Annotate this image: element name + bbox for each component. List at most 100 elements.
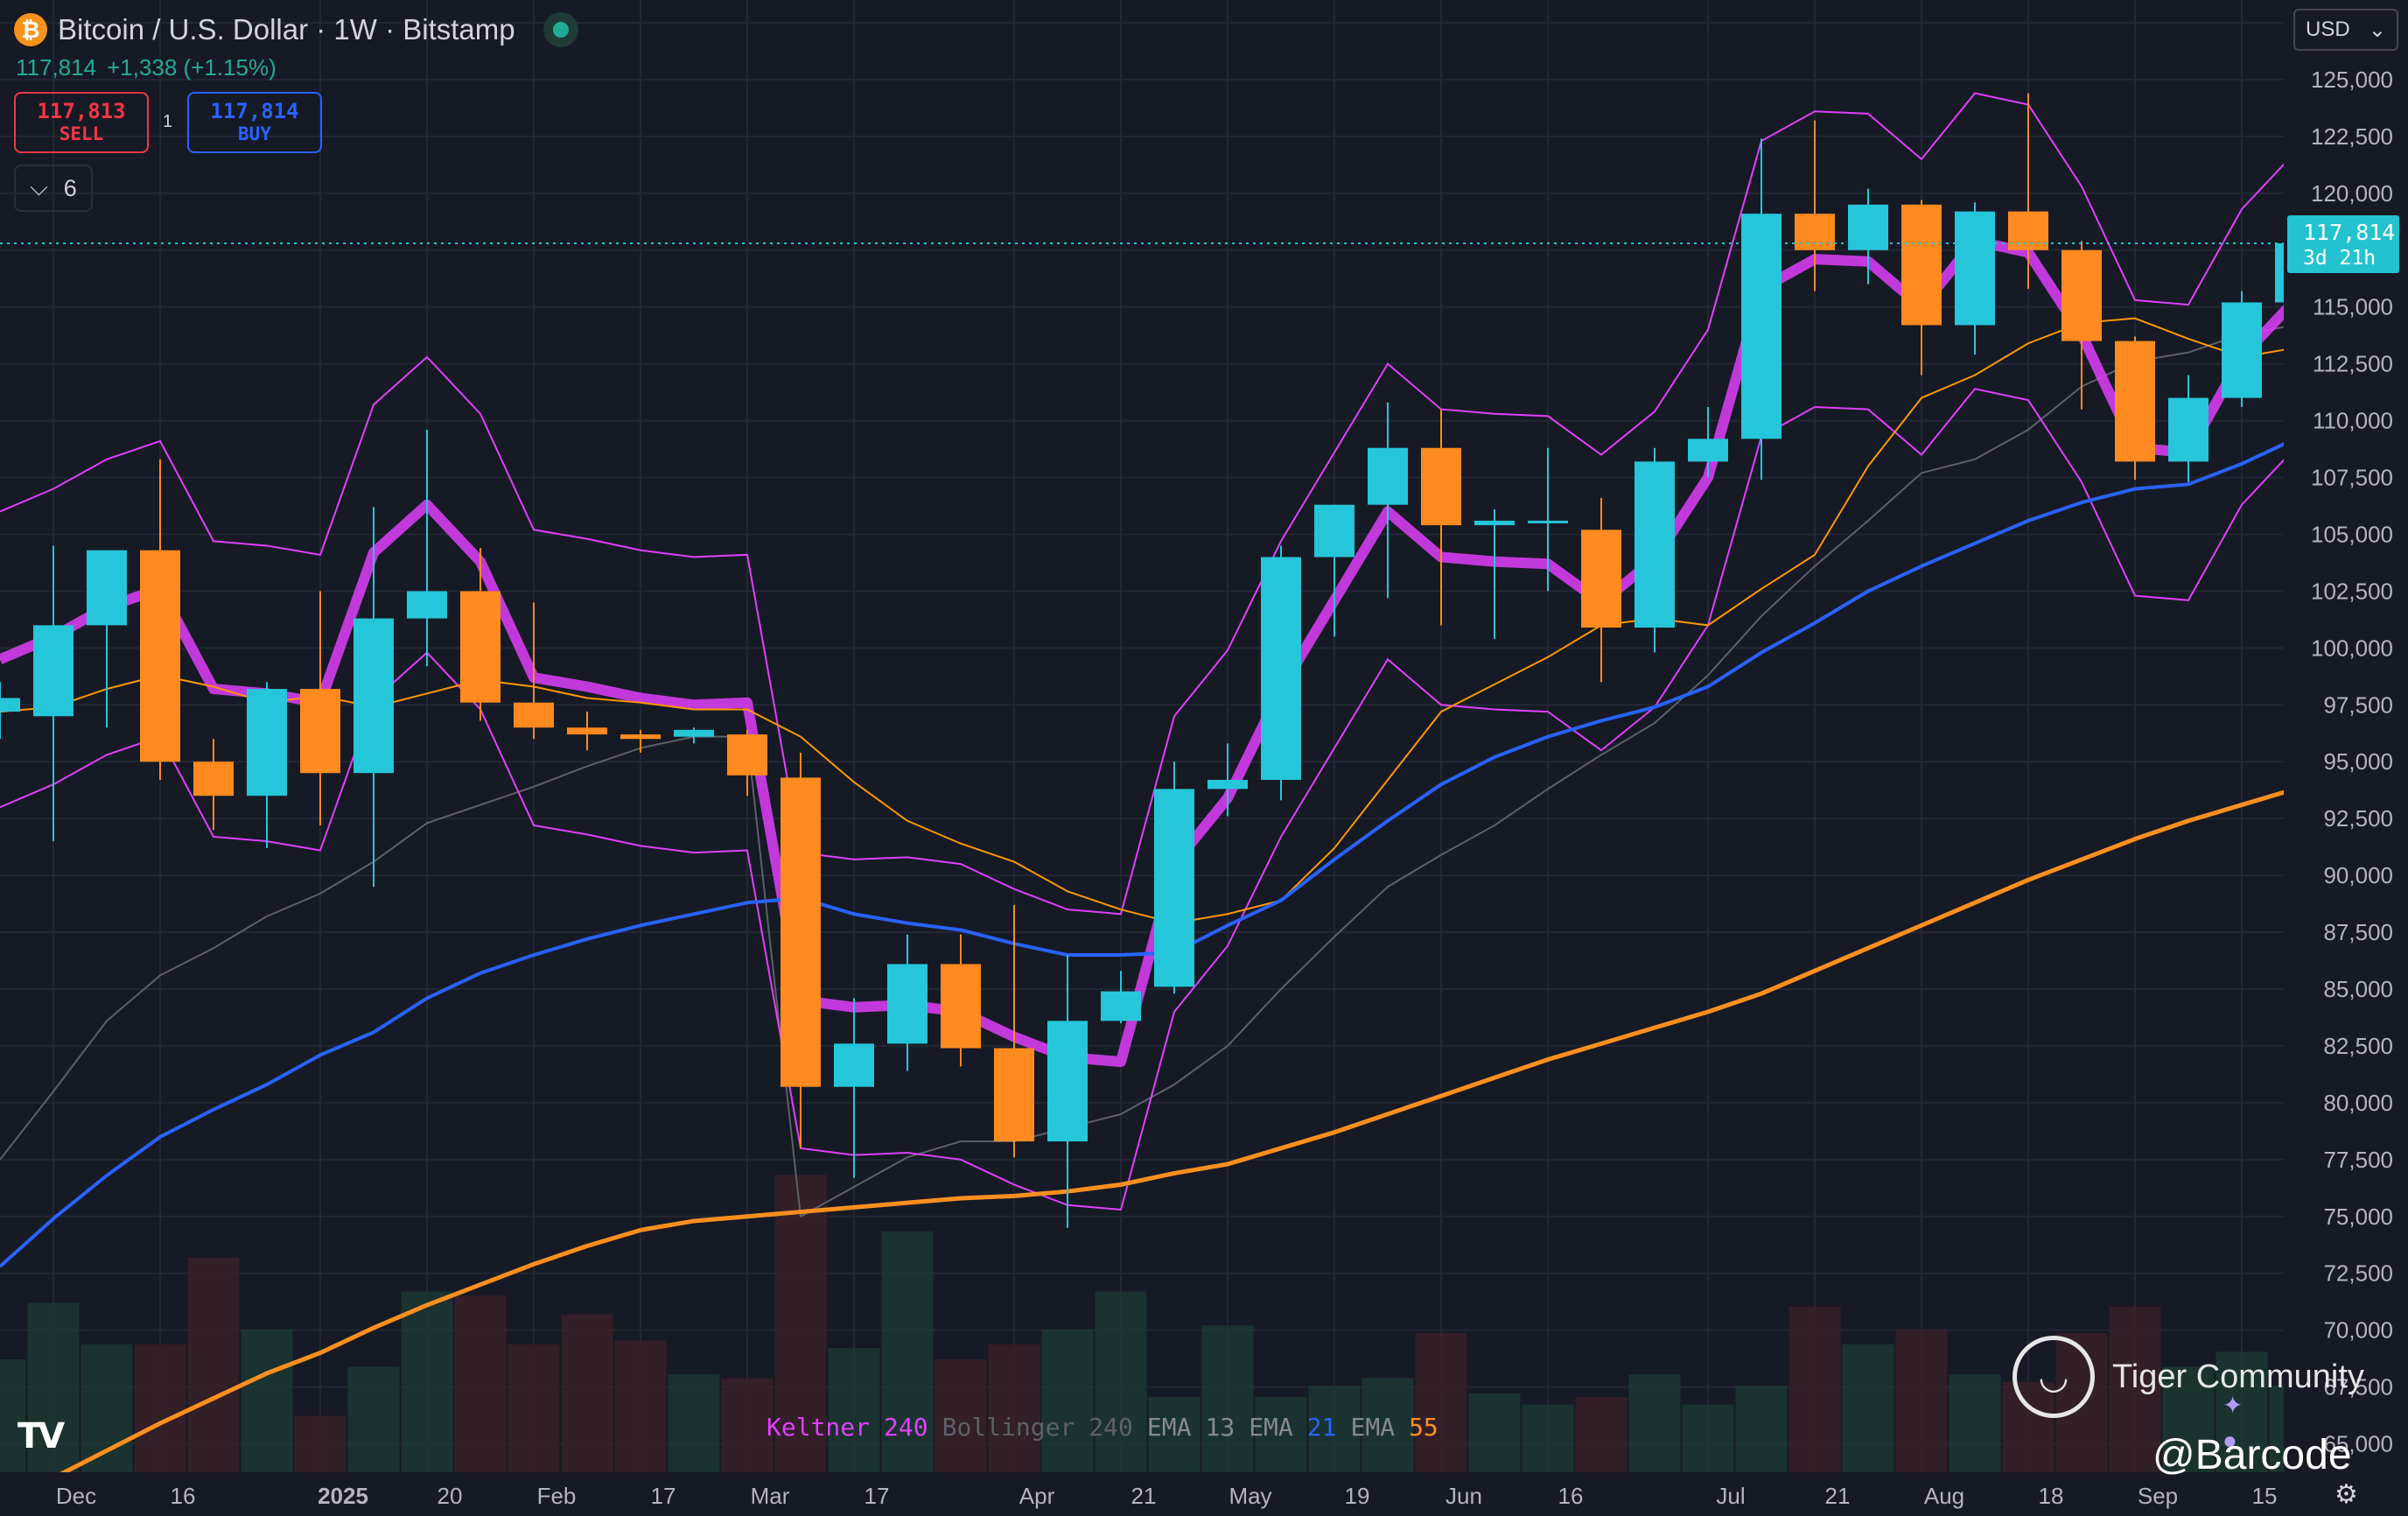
legend-name: EMA xyxy=(1249,1413,1293,1442)
legend-item[interactable]: Keltner 240 xyxy=(766,1413,928,1442)
time-axis-bg xyxy=(0,1472,2408,1516)
price-tick-label: 122,500 xyxy=(2311,123,2393,150)
tradingview-logo[interactable]: TV xyxy=(18,1416,65,1456)
legend-item[interactable]: Bollinger 240 xyxy=(942,1413,1133,1442)
price-tick-label: 82,500 xyxy=(2323,1033,2393,1059)
indicator-legend[interactable]: Keltner 240 Bollinger 240 EMA 13 EMA 21 EMA 55 xyxy=(766,1413,1438,1442)
volume-bar xyxy=(294,1415,346,1472)
indicators-toggle-button[interactable]: ⌵ 6 xyxy=(14,165,93,212)
candle-body xyxy=(674,729,714,737)
volume-bar xyxy=(988,1344,1040,1472)
price-tick-label: 107,500 xyxy=(2311,465,2393,491)
candle-body xyxy=(407,591,447,619)
legend-value: 55 xyxy=(1409,1413,1438,1442)
volume-bar xyxy=(1682,1404,1734,1472)
legend-value: 240 xyxy=(884,1413,928,1442)
candles xyxy=(0,93,2315,1228)
buy-label: BUY xyxy=(238,123,271,144)
volume-bar xyxy=(2109,1306,2161,1472)
candle-body xyxy=(1421,447,1461,526)
volume-bar xyxy=(2162,1366,2215,1472)
time-tick-label: 21 xyxy=(1825,1483,1851,1509)
price-quote: 117,814 +1,338 (+1.15%) xyxy=(16,54,276,81)
currency-select[interactable]: USD ⌄ xyxy=(2293,9,2398,51)
candle-body xyxy=(87,550,127,626)
price-tick-label: 77,500 xyxy=(2323,1147,2393,1173)
candle-body xyxy=(887,964,928,1044)
candle-body xyxy=(300,689,340,774)
candle-body xyxy=(1688,439,1728,462)
legend-item[interactable]: EMA 55 xyxy=(1350,1413,1438,1442)
time-axis: Dec 16 2025 20 Feb 17 Mar 17 Apr 21 May 19 Jun 16 Jul 2… xyxy=(0,1472,2408,1516)
volume-bar xyxy=(1095,1291,1147,1472)
time-tick-label: 17 xyxy=(651,1483,676,1509)
buy-price: 117,814 xyxy=(210,99,299,123)
volume-bar xyxy=(614,1340,667,1472)
volume-bar xyxy=(668,1374,720,1472)
candle-body xyxy=(994,1048,1034,1142)
symbol-header[interactable]: ₿ Bitcoin / U.S. Dollar · 1W · Bitstamp xyxy=(14,12,578,47)
time-tick-label: 2025 xyxy=(318,1483,368,1509)
volume-bar xyxy=(561,1314,613,1472)
candle-body xyxy=(2062,249,2102,341)
gear-icon[interactable]: ⚙ xyxy=(2334,1480,2358,1509)
volume-bar xyxy=(187,1257,240,1472)
buy-button[interactable]: 117,814 BUY xyxy=(187,92,322,153)
volume-bar xyxy=(1201,1325,1254,1472)
legend-item[interactable]: EMA 21 xyxy=(1249,1413,1336,1442)
time-tick-label: 18 xyxy=(2039,1483,2064,1509)
price-tick-label: 110,000 xyxy=(2313,408,2393,434)
candle-body xyxy=(834,1043,874,1087)
volume-bar xyxy=(508,1344,560,1472)
candle-body xyxy=(1208,780,1248,790)
candle-body xyxy=(1634,461,1675,628)
candle-body xyxy=(140,550,180,762)
volume-bar xyxy=(1735,1386,1788,1472)
time-tick-label: 17 xyxy=(864,1483,890,1509)
spread-value: 1 xyxy=(163,112,173,131)
candle-body xyxy=(620,734,661,740)
price-tick-label: 70,000 xyxy=(2323,1317,2393,1344)
candle-body xyxy=(1047,1021,1088,1142)
series-line xyxy=(5,787,2296,1516)
series-line xyxy=(0,324,2296,1218)
candle-body xyxy=(193,762,234,797)
volume-bar xyxy=(1362,1378,1414,1472)
price-change: +1,338 (+1.15%) xyxy=(107,54,276,81)
volume-bar xyxy=(1949,1374,2001,1472)
volume-bar xyxy=(27,1302,80,1472)
time-tick-label: Mar xyxy=(751,1483,790,1509)
market-open-icon[interactable] xyxy=(542,12,578,47)
price-tick-label: 67,500 xyxy=(2323,1374,2393,1400)
symbol-title[interactable]: Bitcoin / U.S. Dollar · 1W · Bitstamp xyxy=(58,13,515,46)
volume-bar xyxy=(774,1175,827,1472)
candle-body xyxy=(1474,520,1515,526)
candle-body xyxy=(2115,340,2155,462)
legend-item[interactable]: EMA 13 xyxy=(1147,1413,1235,1442)
grid-lines xyxy=(0,0,2284,1472)
price-tick-label: 125,000 xyxy=(2311,67,2393,93)
candle-body xyxy=(1901,204,1942,326)
volume-bar xyxy=(721,1378,774,1472)
volume-bar xyxy=(2216,1351,2268,1472)
candle-body xyxy=(1848,204,1888,250)
volume-bar xyxy=(1041,1329,1094,1472)
volume-bar xyxy=(241,1329,293,1472)
legend-value: 21 xyxy=(1306,1413,1337,1442)
candle-body xyxy=(514,702,554,728)
sell-button[interactable]: 117,813 SELL xyxy=(14,92,149,153)
volume-bar xyxy=(1788,1306,1841,1472)
time-tick-label: 16 xyxy=(1558,1483,1584,1509)
time-tick-label: 21 xyxy=(1131,1483,1157,1509)
price-tick-label: 87,500 xyxy=(2323,919,2393,945)
time-tick-label: May xyxy=(1228,1483,1271,1509)
candle-body xyxy=(1314,504,1354,558)
candle-body xyxy=(2008,211,2048,250)
price-tick-label: 72,500 xyxy=(2323,1260,2393,1287)
last-price-tag-price: 117,814 xyxy=(2303,220,2395,245)
candle-body xyxy=(2168,397,2208,462)
time-tick-label: 20 xyxy=(438,1483,463,1509)
volume-bar xyxy=(1308,1386,1361,1472)
price-tick-label: 120,000 xyxy=(2311,180,2393,207)
